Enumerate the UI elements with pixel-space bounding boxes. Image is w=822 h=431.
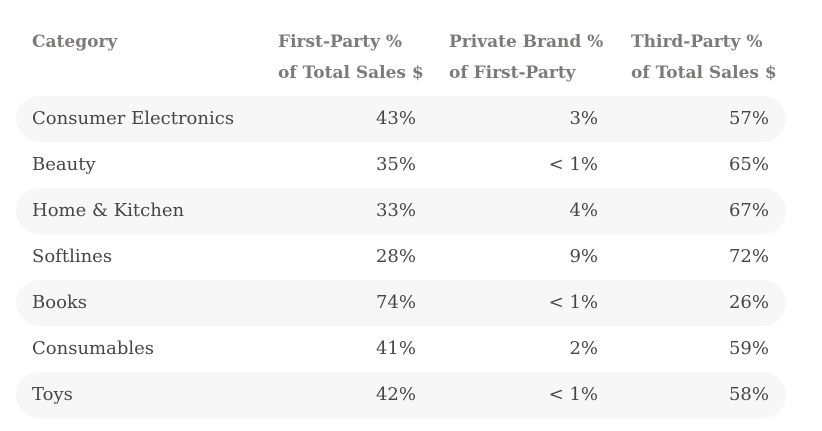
header-first-party: First-Party % of Total Sales $	[278, 27, 424, 89]
private-brand-cell: < 1%	[548, 154, 598, 175]
first-party-cell: 74%	[375, 292, 416, 313]
table-row: Consumables 41% 2% 59%	[16, 326, 786, 372]
first-party-cell: 43%	[375, 108, 416, 129]
private-brand-cell: 2%	[569, 338, 598, 359]
header-third-party-line1: Third-Party %	[631, 32, 763, 52]
first-party-cell: 35%	[375, 154, 416, 175]
private-brand-cell: < 1%	[548, 292, 598, 313]
category-cell: Beauty	[32, 154, 96, 175]
table-row: Home & Kitchen 33% 4% 67%	[16, 188, 786, 234]
header-third-party: Third-Party % of Total Sales $	[631, 27, 777, 89]
header-first-party-line2: of Total Sales $	[278, 63, 424, 83]
header-private-brand: Private Brand % of First-Party	[449, 27, 603, 89]
table-row: Books 74% < 1% 26%	[16, 280, 786, 326]
private-brand-cell: < 1%	[548, 384, 598, 405]
category-cell: Consumer Electronics	[32, 108, 235, 129]
first-party-cell: 42%	[375, 384, 416, 405]
category-cell: Books	[32, 292, 88, 313]
private-brand-cell: 3%	[569, 108, 598, 129]
third-party-cell: 26%	[728, 292, 769, 313]
category-cell: Toys	[32, 384, 73, 405]
table-body: Consumer Electronics 43% 3% 57% Beauty 3…	[16, 96, 786, 418]
first-party-cell: 33%	[375, 200, 416, 221]
private-brand-cell: 4%	[569, 200, 598, 221]
category-cell: Consumables	[32, 338, 155, 359]
category-cell: Softlines	[32, 246, 113, 267]
header-category-line1: Category	[32, 32, 118, 52]
third-party-cell: 72%	[728, 246, 769, 267]
header-private-brand-line2: of First-Party	[449, 63, 576, 83]
table-header: Category First-Party % of Total Sales $ …	[16, 0, 786, 96]
table-row: Softlines 28% 9% 72%	[16, 234, 786, 280]
third-party-cell: 58%	[728, 384, 769, 405]
third-party-cell: 65%	[728, 154, 769, 175]
header-first-party-line1: First-Party %	[278, 32, 403, 52]
header-private-brand-line1: Private Brand %	[449, 32, 604, 52]
third-party-cell: 59%	[728, 338, 769, 359]
table-row: Consumer Electronics 43% 3% 57%	[16, 96, 786, 142]
third-party-cell: 57%	[728, 108, 769, 129]
header-third-party-line2: of Total Sales $	[631, 63, 777, 83]
third-party-cell: 67%	[728, 200, 769, 221]
first-party-cell: 41%	[375, 338, 416, 359]
table-row: Beauty 35% < 1% 65%	[16, 142, 786, 188]
table-row: Toys 42% < 1% 58%	[16, 372, 786, 418]
header-category: Category	[32, 27, 117, 58]
first-party-cell: 28%	[375, 246, 416, 267]
data-table: Category First-Party % of Total Sales $ …	[16, 0, 786, 418]
private-brand-cell: 9%	[569, 246, 598, 267]
category-cell: Home & Kitchen	[32, 200, 185, 221]
